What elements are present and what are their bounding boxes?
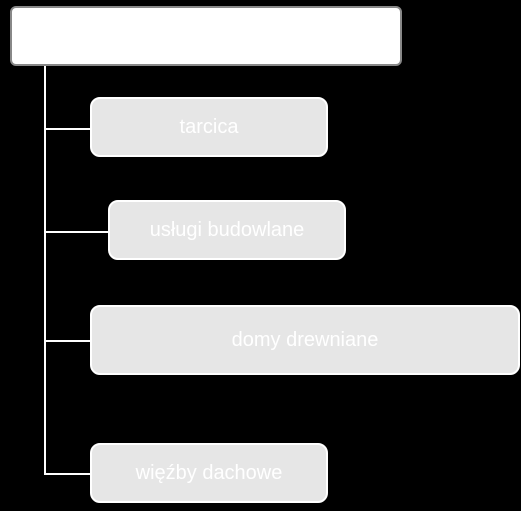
root-node bbox=[10, 6, 402, 66]
connector-branch bbox=[44, 340, 90, 342]
child-node-label: usługi budowlane bbox=[150, 219, 305, 242]
connector-branch bbox=[44, 473, 90, 475]
child-node-label: tarcica bbox=[180, 116, 239, 139]
child-node-wiezby: więźby dachowe bbox=[90, 443, 328, 503]
child-node-uslugi: usługi budowlane bbox=[108, 200, 346, 260]
child-node-label: więźby dachowe bbox=[136, 462, 283, 485]
child-node-label: domy drewniane bbox=[232, 329, 379, 352]
connector-branch bbox=[44, 231, 108, 233]
connector-branch bbox=[44, 128, 90, 130]
child-node-tarcica: tarcica bbox=[90, 97, 328, 157]
child-node-domy: domy drewniane bbox=[90, 305, 520, 375]
